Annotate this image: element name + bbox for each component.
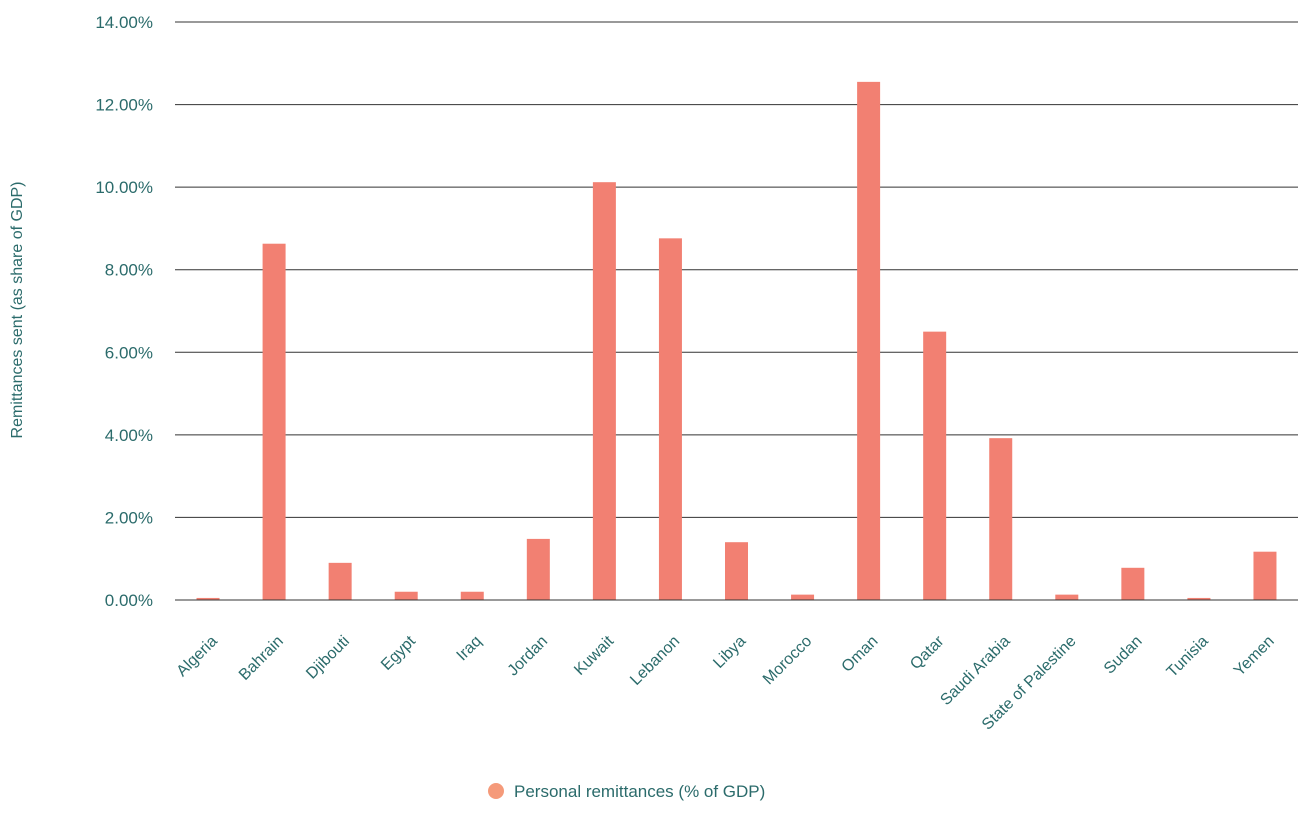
x-tick-label: Yemen — [1231, 633, 1278, 680]
y-tick-label: 10.00% — [95, 178, 153, 197]
y-axis-label: Remittances sent (as share of GDP) — [9, 182, 26, 439]
bar-kuwait — [592, 182, 616, 600]
x-tick-label: Oman — [839, 633, 882, 676]
bar-libya — [725, 542, 748, 600]
y-tick-label: 8.00% — [105, 261, 153, 280]
x-tick-label: Lebanon — [627, 633, 683, 689]
y-tick-label: 14.00% — [95, 13, 153, 32]
bar-sudan — [1121, 567, 1145, 600]
legend-label: Personal remittances (% of GDP) — [514, 782, 765, 801]
bar-yemen — [1253, 551, 1277, 600]
x-tick-label: Libya — [710, 633, 749, 672]
x-tick-label: Egypt — [378, 632, 419, 673]
bars — [175, 81, 1298, 601]
x-tick-label: Morocco — [760, 633, 815, 688]
x-tick-label: Djibouti — [303, 633, 353, 683]
bar-morocco — [791, 594, 815, 600]
bar-jordan — [526, 538, 550, 600]
bar-oman — [857, 81, 881, 601]
x-tick-label: Bahrain — [236, 633, 287, 684]
gridlines — [175, 21, 1298, 601]
bar-egypt — [394, 591, 418, 600]
bar-qatar — [923, 331, 947, 600]
bar-djibouti — [328, 562, 352, 600]
y-tick-label: 2.00% — [105, 508, 153, 527]
x-tick-labels: Algeria Bahrain Djibouti Egypt Iraq Jordan Kuw… — [174, 632, 1278, 733]
x-tick-label: Sudan — [1101, 633, 1146, 678]
bar-algeria — [196, 597, 220, 600]
x-tick-label: Algeria — [174, 633, 221, 680]
bar-iraq — [460, 591, 484, 600]
legend-marker — [488, 783, 504, 799]
bar-state-of-palestine — [1055, 594, 1079, 600]
bar-bahrain — [262, 243, 286, 600]
x-tick-label: Kuwait — [571, 632, 617, 678]
y-tick-label: 6.00% — [105, 343, 153, 362]
bar-lebanon — [658, 238, 682, 600]
x-tick-label: Tunisia — [1164, 633, 1212, 681]
x-tick-label: Iraq — [454, 633, 486, 665]
legend: Personal remittances (% of GDP) — [488, 782, 765, 801]
y-tick-label: 4.00% — [105, 426, 153, 445]
x-tick-label: Jordan — [505, 633, 552, 680]
bar-tunisia — [1187, 597, 1211, 600]
y-tick-label: 12.00% — [95, 96, 153, 115]
bar-saudi-arabia — [989, 438, 1013, 600]
y-tick-labels: 0.00% 2.00% 4.00% 6.00% 8.00% 10.00% 12.00% 14.… — [95, 13, 153, 610]
x-tick-label: Qatar — [907, 632, 948, 673]
y-tick-label: 0.00% — [105, 591, 153, 610]
